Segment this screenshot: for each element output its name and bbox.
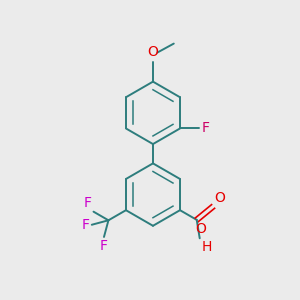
Text: F: F xyxy=(100,239,108,253)
Text: F: F xyxy=(82,218,90,232)
Text: O: O xyxy=(148,45,158,59)
Text: O: O xyxy=(214,191,225,205)
Text: H: H xyxy=(201,240,212,254)
Text: F: F xyxy=(201,122,209,136)
Text: O: O xyxy=(195,222,206,236)
Text: F: F xyxy=(84,196,92,210)
